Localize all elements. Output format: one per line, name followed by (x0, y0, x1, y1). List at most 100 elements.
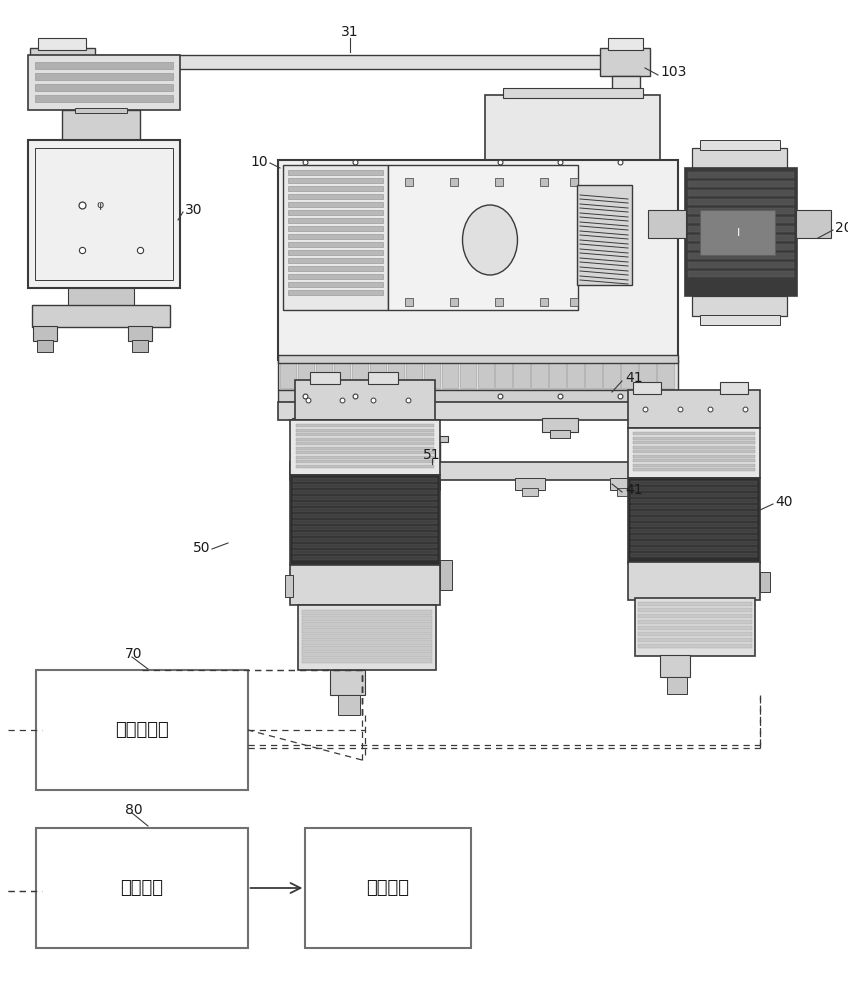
Bar (638, 620, 752, 624)
Bar (132, 340, 148, 352)
Bar (608, 38, 643, 50)
Bar (631, 499, 757, 503)
Bar (293, 550, 437, 554)
Bar (760, 572, 770, 592)
Bar (296, 424, 434, 427)
Bar (278, 360, 678, 390)
Ellipse shape (462, 205, 517, 275)
Bar (293, 496, 437, 500)
Bar (293, 484, 437, 488)
Bar (688, 199, 794, 205)
Bar (368, 372, 398, 384)
Bar (635, 598, 755, 656)
Bar (638, 644, 752, 648)
Bar (293, 556, 437, 560)
Text: φ: φ (97, 200, 103, 210)
Bar (302, 622, 432, 626)
Bar (35, 55, 640, 69)
Bar (290, 420, 440, 475)
Bar (296, 464, 434, 468)
Bar (288, 250, 383, 255)
Bar (685, 168, 797, 296)
Bar (631, 535, 757, 539)
Bar (32, 305, 170, 327)
Bar (610, 478, 640, 490)
Bar (288, 266, 383, 271)
Bar (288, 194, 383, 199)
Bar (296, 442, 434, 445)
Bar (370, 362, 386, 388)
Bar (33, 326, 57, 341)
Bar (542, 418, 578, 432)
Bar (657, 362, 673, 388)
Bar (288, 290, 383, 295)
Bar (638, 608, 752, 612)
Bar (68, 288, 134, 306)
Bar (296, 446, 434, 450)
Bar (35, 148, 173, 280)
Bar (633, 468, 755, 471)
Bar (405, 178, 413, 186)
Bar (302, 628, 432, 633)
Bar (688, 217, 794, 223)
Bar (631, 511, 757, 515)
Bar (720, 382, 748, 394)
Bar (417, 488, 433, 496)
Bar (288, 210, 383, 215)
Bar (295, 380, 435, 420)
Bar (442, 362, 458, 388)
Bar (310, 372, 340, 384)
Bar (352, 362, 368, 388)
Bar (283, 165, 388, 310)
Bar (495, 178, 503, 186)
Text: 31: 31 (341, 25, 359, 39)
Bar (293, 508, 437, 512)
Bar (700, 315, 780, 325)
Bar (296, 428, 434, 432)
Text: 70: 70 (125, 647, 142, 661)
Bar (388, 362, 404, 388)
Bar (638, 614, 752, 618)
Bar (296, 451, 434, 454)
Bar (633, 446, 755, 448)
Bar (631, 505, 757, 509)
Bar (128, 326, 152, 341)
Bar (302, 634, 432, 639)
Bar (36, 828, 248, 948)
Bar (278, 355, 678, 363)
Bar (305, 828, 471, 948)
Bar (330, 670, 365, 695)
Bar (633, 436, 755, 440)
Bar (405, 298, 413, 306)
Bar (35, 95, 173, 102)
Bar (38, 38, 86, 50)
Bar (298, 362, 315, 388)
Bar (280, 362, 297, 388)
Bar (420, 438, 440, 478)
Bar (495, 298, 503, 306)
Bar (513, 362, 530, 388)
Bar (278, 390, 678, 402)
Bar (631, 517, 757, 521)
Bar (450, 298, 458, 306)
Text: 电源稳压器: 电源稳压器 (114, 721, 169, 739)
Bar (570, 178, 578, 186)
Bar (577, 185, 632, 285)
Bar (405, 362, 422, 388)
Text: 80: 80 (125, 803, 142, 817)
Text: 50: 50 (192, 541, 210, 555)
Bar (290, 475, 440, 565)
Bar (638, 602, 752, 606)
Text: 10: 10 (250, 155, 268, 169)
Bar (688, 190, 794, 196)
Bar (35, 73, 173, 80)
Bar (631, 523, 757, 527)
Bar (62, 110, 140, 140)
Bar (292, 418, 328, 432)
Bar (412, 436, 448, 442)
Bar (338, 695, 360, 715)
Bar (288, 202, 383, 207)
Bar (296, 433, 434, 436)
Bar (633, 382, 661, 394)
Bar (603, 362, 620, 388)
